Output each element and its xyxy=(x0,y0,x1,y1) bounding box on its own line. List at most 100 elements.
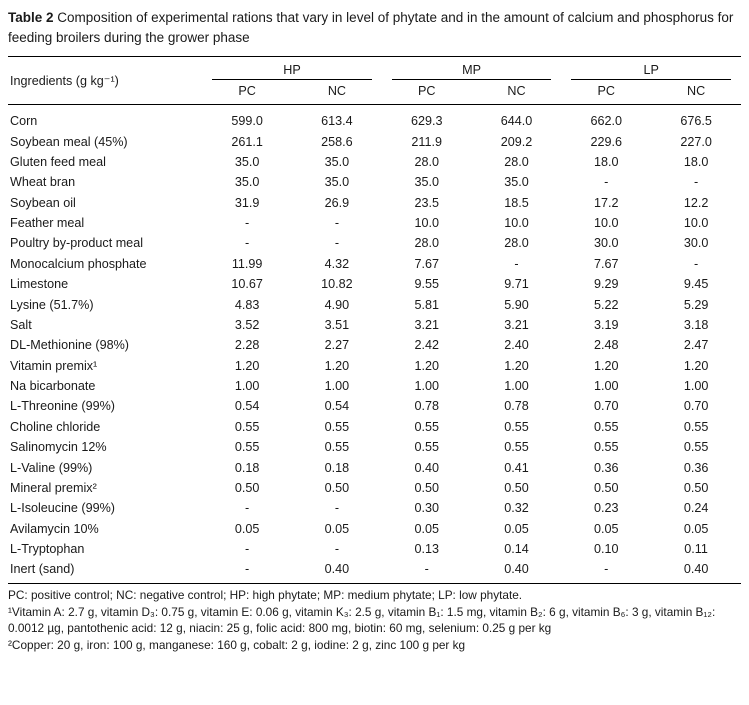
value-cell: 261.1 xyxy=(231,134,263,149)
value-cell: 258.6 xyxy=(321,134,353,149)
value-cell: 3.21 xyxy=(414,317,439,332)
footnote-mineral-premix: ²Copper: 20 g, iron: 100 g, manganese: 1… xyxy=(8,637,466,652)
value-cell: 0.23 xyxy=(594,501,619,516)
value-cell: 676.5 xyxy=(680,114,712,129)
value-cell: - xyxy=(514,256,519,271)
value-cell: 35.0 xyxy=(324,175,350,190)
ingredient-cell: Gluten feed meal xyxy=(10,154,106,169)
table-row: Avilamycin 10% 0.05 0.05 0.05 0.05 0.05 0.05 xyxy=(8,518,741,538)
value-cell: 0.24 xyxy=(683,501,709,516)
subcolumn-header-nc: NC xyxy=(686,84,706,99)
ingredient-cell: Limestone xyxy=(10,277,69,292)
ingredient-cell: Lysine (51.7%) xyxy=(10,297,94,312)
value-cell: 0.05 xyxy=(414,521,439,536)
value-cell: - xyxy=(424,562,429,577)
value-cell: - xyxy=(334,216,340,230)
ingredient-cell: Na bicarbonate xyxy=(10,379,96,393)
value-cell: 4.32 xyxy=(324,256,350,271)
value-cell: 0.55 xyxy=(683,419,709,434)
value-cell: 0.05 xyxy=(234,521,260,536)
table-row: L-Isoleucine (99%) - - 0.30 0.32 0.23 0.24 xyxy=(8,498,741,518)
table-row: Salt 3.52 3.51 3.21 3.21 3.19 3.18 xyxy=(8,315,741,335)
ingredient-cell: L-Tryptophan xyxy=(10,542,85,556)
footnote-vitamin-premix: ¹Vitamin A: 2.7 g, vitamin D₃: 0.75 g, v… xyxy=(8,604,716,636)
value-cell: 17.2 xyxy=(594,195,619,210)
value-cell: 0.36 xyxy=(594,460,619,475)
subcolumn-header-pc: PC xyxy=(417,84,436,99)
group-header-lp-label: LP xyxy=(571,62,731,81)
ingredient-cell: Soybean meal (45%) xyxy=(10,134,128,149)
value-cell: - xyxy=(604,175,609,190)
value-cell: 30.0 xyxy=(683,236,709,251)
value-cell: 0.14 xyxy=(504,542,529,556)
value-cell: 10.0 xyxy=(683,216,709,230)
value-cell: 599.0 xyxy=(231,114,263,129)
table-row: Inert (sand) - 0.40 - 0.40 - 0.40 xyxy=(8,559,741,584)
value-cell: 3.18 xyxy=(683,317,709,332)
value-cell: 9.71 xyxy=(504,277,529,292)
value-cell: 28.0 xyxy=(504,154,529,169)
value-cell: 18.0 xyxy=(683,154,709,169)
table-row: Na bicarbonate 1.00 1.00 1.00 1.00 1.00 1.00 xyxy=(8,376,741,396)
value-cell: 31.9 xyxy=(234,195,260,210)
table-row: Vitamin premix¹ 1.20 1.20 1.20 1.20 1.20 1.20 xyxy=(8,355,741,375)
value-cell: 5.90 xyxy=(504,297,529,312)
ingredient-cell: DL-Methionine (98%) xyxy=(10,338,129,353)
value-cell: 0.50 xyxy=(234,480,260,495)
subcolumn-header-nc: NC xyxy=(507,84,526,99)
group-header-row: Ingredients (g kg⁻¹) HP MP LP xyxy=(8,57,741,88)
value-cell: 0.55 xyxy=(234,419,260,434)
value-cell: 35.0 xyxy=(414,175,439,190)
ingredient-cell: Inert (sand) xyxy=(10,562,75,577)
value-cell: 1.20 xyxy=(683,358,709,373)
value-cell: - xyxy=(245,542,250,556)
value-cell: 9.29 xyxy=(594,277,619,292)
value-cell: 2.40 xyxy=(504,338,529,353)
table-row: L-Valine (99%) 0.18 0.18 0.40 0.41 0.36 0.36 xyxy=(8,457,741,477)
ingredient-cell: Choline chloride xyxy=(10,419,101,434)
group-header-mp: MP xyxy=(382,57,562,81)
table-body: Corn 599.0 613.4 629.3 644.0 662.0 676.5 Soybea… xyxy=(8,105,741,584)
table-row: Feather meal - - 10.0 10.0 10.0 10.0 xyxy=(8,213,741,233)
value-cell: 0.13 xyxy=(414,542,439,556)
value-cell: 0.55 xyxy=(594,419,619,434)
ingredient-cell: Soybean oil xyxy=(10,195,76,210)
value-cell: 0.78 xyxy=(504,399,529,414)
table-row: Soybean oil 31.9 26.9 23.5 18.5 17.2 12.2 xyxy=(8,192,741,212)
value-cell: 10.0 xyxy=(414,216,439,230)
value-cell: 23.5 xyxy=(414,195,439,210)
value-cell: 3.51 xyxy=(324,317,350,332)
group-header-lp: LP xyxy=(561,57,741,81)
ingredient-cell: Salt xyxy=(10,317,32,332)
value-cell: 0.54 xyxy=(324,399,350,414)
value-cell: 0.55 xyxy=(594,440,619,455)
table-caption: Table 2 Composition of experimental rati… xyxy=(8,8,741,47)
value-cell: - xyxy=(334,501,340,516)
value-cell: 211.9 xyxy=(411,134,442,149)
value-cell: 5.81 xyxy=(414,297,439,312)
value-cell: 7.67 xyxy=(594,256,619,271)
value-cell: 0.18 xyxy=(324,460,350,475)
value-cell: 12.2 xyxy=(683,195,709,210)
value-cell: 1.20 xyxy=(324,358,350,373)
value-cell: 1.00 xyxy=(594,379,619,393)
value-cell: 0.70 xyxy=(594,399,619,414)
table-header: Ingredients (g kg⁻¹) HP MP LP PC NC PC N… xyxy=(8,57,741,105)
ingredient-cell: Vitamin premix¹ xyxy=(10,358,98,373)
value-cell: 35.0 xyxy=(504,175,529,190)
value-cell: 1.00 xyxy=(324,379,350,393)
value-cell: 7.67 xyxy=(414,256,439,271)
value-cell: 30.0 xyxy=(594,236,619,251)
value-cell: 0.36 xyxy=(683,460,709,475)
value-cell: 0.30 xyxy=(414,501,439,516)
value-cell: 1.00 xyxy=(414,379,439,393)
value-cell: 0.55 xyxy=(504,419,529,434)
table-row: Gluten feed meal 35.0 35.0 28.0 28.0 18.0 18.0 xyxy=(8,152,741,172)
value-cell: 0.05 xyxy=(504,521,529,536)
value-cell: 0.40 xyxy=(504,562,529,577)
value-cell: 0.55 xyxy=(683,440,709,455)
value-cell: 2.28 xyxy=(234,338,260,353)
value-cell: 209.2 xyxy=(500,134,533,149)
value-cell: 0.55 xyxy=(324,419,350,434)
value-cell: 11.99 xyxy=(231,256,263,271)
